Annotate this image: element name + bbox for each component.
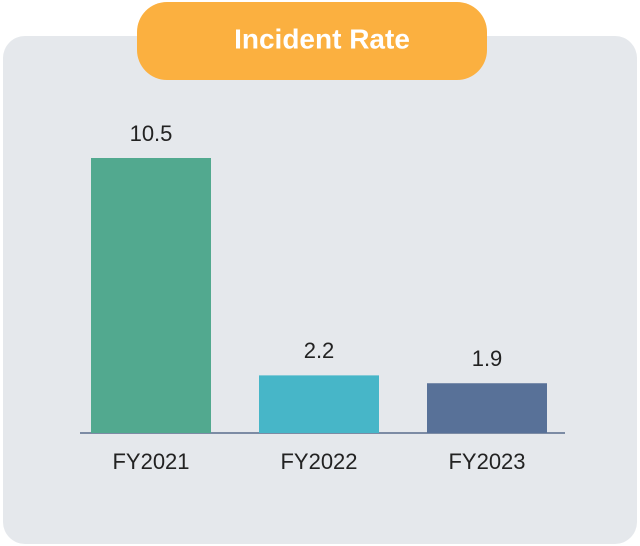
chart-title: Incident Rate <box>234 23 410 54</box>
x-tick-label: FY2023 <box>448 449 525 474</box>
bar <box>91 158 211 433</box>
value-label: 10.5 <box>130 121 173 146</box>
x-tick-label: FY2021 <box>112 449 189 474</box>
title-pill <box>137 2 487 80</box>
bar <box>259 375 379 433</box>
bar <box>427 383 547 433</box>
value-label: 2.2 <box>304 338 335 363</box>
x-tick-label: FY2022 <box>280 449 357 474</box>
value-label: 1.9 <box>472 346 503 371</box>
